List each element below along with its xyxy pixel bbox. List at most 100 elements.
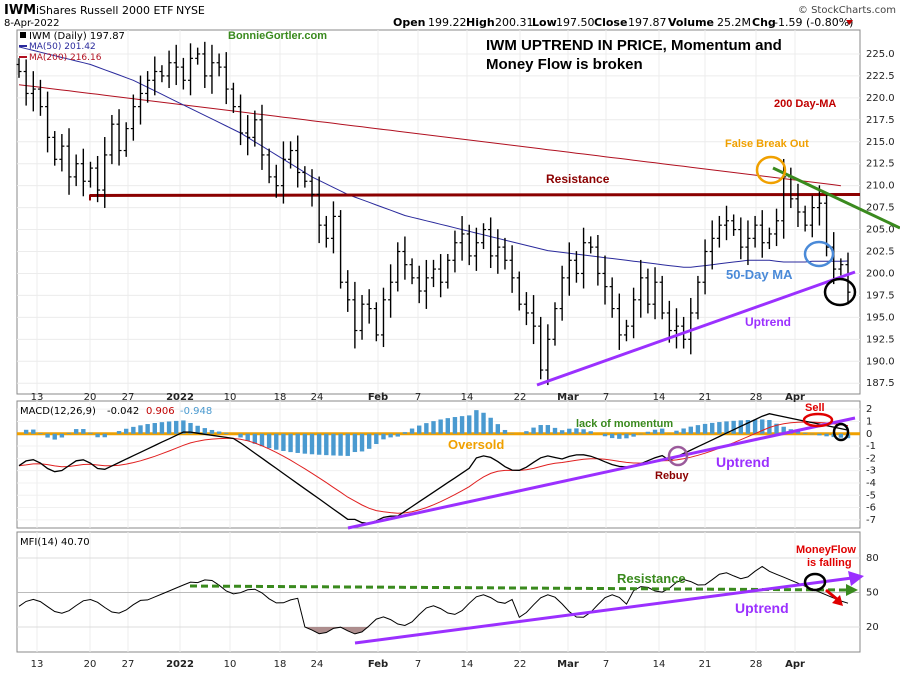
price-xtick-16: Apr: [785, 392, 805, 403]
mfi-resistance-line: [189, 584, 847, 592]
price-bar: [323, 215, 329, 248]
macd-histogram-bar: [116, 431, 122, 434]
chart-date: 8-Apr-2022: [4, 18, 59, 29]
mfi-xtick-4: 10: [224, 659, 237, 670]
mfi-legend-label: MFI(14) 40.70: [20, 537, 90, 548]
macd-histogram-bar: [438, 419, 443, 434]
grid-layer: 187.5 190.0 192.5 195.0 197.5 200.0 202.5 205.0…: [17, 30, 895, 670]
mfi-xtick-0: 13: [31, 659, 44, 670]
macd-histogram-bar: [545, 425, 551, 434]
price-bar: [37, 79, 43, 116]
mfi-xtick-7: Feb: [368, 659, 388, 670]
price-annotations: BonnieGortler.com IWM UPTREND IN PRICE, …: [228, 30, 836, 329]
open-label: Open: [393, 16, 426, 29]
macd-histogram-bar: [259, 433, 265, 447]
macd-histogram-bar: [309, 433, 315, 455]
ma50-label: 50-Day MA: [726, 267, 793, 282]
price-bar: [309, 169, 315, 207]
macd-histogram-bar: [409, 428, 415, 434]
price-bar: [80, 148, 86, 197]
price-bar: [245, 115, 251, 156]
price-bar: [531, 295, 537, 345]
mfi-ytick-2: 20: [866, 622, 879, 633]
macd-histogram-bar: [31, 429, 36, 434]
macd-histogram-bar: [588, 431, 593, 434]
price-bar: [502, 237, 508, 270]
price-bar: [702, 239, 708, 295]
price-panel-frame: [16, 29, 861, 395]
close-value: 197.87: [628, 16, 667, 29]
mfi-uptrend-line: [354, 576, 853, 645]
price-bar: [123, 122, 129, 157]
price-bar: [59, 134, 65, 172]
price-bar: [459, 216, 465, 261]
macd-legend-hist: -0.948: [180, 406, 212, 417]
macd-ytick-6: -4: [866, 478, 876, 489]
price-bar: [516, 271, 522, 311]
macd-histogram-bar: [424, 423, 429, 434]
mfi-xtick-3: 2022: [166, 659, 194, 670]
price-bar: [766, 227, 772, 250]
macd-histogram-bar: [224, 432, 229, 434]
mfi-xtick-2: 27: [122, 659, 135, 670]
price-bar: [23, 59, 29, 106]
price-bar: [623, 319, 629, 342]
price-ytick-4: 197.5: [866, 290, 895, 301]
price-bar: [838, 258, 844, 276]
price-bar: [509, 245, 515, 293]
price-xtick-7: Feb: [368, 392, 388, 403]
chart-header: IWM iShares Russell 2000 ETF NYSE 8-Apr-…: [4, 3, 896, 29]
price-bar: [545, 324, 551, 386]
price-bar: [195, 47, 201, 65]
macd-histogram-bar: [495, 424, 501, 434]
macd-histogram-bar: [602, 433, 608, 437]
price-bar: [423, 259, 429, 309]
price-bar: [495, 229, 501, 274]
price-xtick-4: 10: [224, 392, 237, 403]
macd-histogram-bar: [488, 417, 493, 434]
ma50-break-circle: [803, 240, 835, 268]
price-bar: [280, 141, 286, 204]
sell-label: Sell: [805, 402, 825, 414]
macd-histogram-bar: [774, 423, 779, 434]
macd-histogram-bar: [374, 433, 379, 445]
macd-histogram-bar: [359, 433, 365, 452]
uptrend-label-price: Uptrend: [745, 315, 791, 329]
price-bar: [438, 254, 444, 298]
mfi-xtick-11: Mar: [557, 659, 579, 670]
macd-histogram-bar: [159, 422, 165, 434]
macd-histogram-bar: [767, 420, 772, 434]
price-bar: [795, 183, 801, 228]
oversold-label: Oversold: [448, 437, 504, 452]
macd-histogram-bar: [838, 433, 844, 438]
price-bar: [473, 227, 479, 271]
lack-of-momentum-label: lack of momentum: [576, 418, 673, 430]
macd-histogram-bar: [145, 424, 150, 434]
price-bar: [602, 255, 608, 305]
price-bar: [738, 217, 744, 260]
ma50-line: [18, 46, 849, 268]
macd-histogram-bar: [388, 433, 393, 438]
macd-histogram-bar: [581, 429, 586, 434]
price-bar: [845, 252, 851, 305]
macd-histogram-bar: [345, 433, 350, 456]
macd-histogram-bar: [95, 433, 100, 438]
price-bar: [66, 128, 72, 195]
macd-histogram-bar: [73, 429, 79, 434]
price-bar: [523, 292, 529, 326]
macd-histogram-bar: [817, 433, 822, 436]
macd-signal-line: [18, 421, 849, 514]
price-bar: [588, 236, 594, 254]
mfi-falling-arrow-head: [832, 595, 843, 606]
price-bar: [688, 297, 694, 355]
price-bar: [566, 242, 572, 296]
price-bar: [359, 294, 365, 340]
macd-histogram-bar: [238, 433, 243, 438]
price-bar: [180, 57, 186, 90]
macd-ytick-7: -5: [866, 490, 876, 501]
price-bar: [709, 220, 715, 270]
high-label: High: [466, 16, 495, 29]
price-bar: [266, 148, 272, 184]
price-bar: [373, 302, 379, 342]
price-bar: [202, 41, 208, 89]
